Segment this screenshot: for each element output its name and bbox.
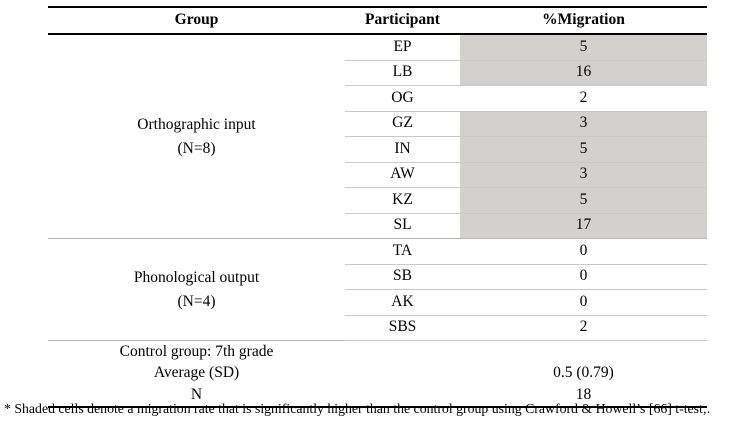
group-label: Phonological output: [133, 268, 260, 286]
footer-label: Control group: 7th grade: [48, 339, 345, 363]
group-n: (N=4): [177, 292, 216, 310]
footer-label: N: [48, 384, 345, 408]
col-header-group: Group: [48, 6, 345, 35]
migration-cell: 0: [460, 264, 707, 290]
migration-table: Group Participant %Migration Orthographi…: [48, 6, 707, 408]
participant-cell: KZ: [345, 187, 460, 214]
footer-spacer: [345, 384, 460, 408]
migration-cell: 0: [460, 238, 707, 265]
footnote: * Shaded cells denote a migration rate t…: [4, 401, 711, 416]
group-label-cell-phonological: Phonological output (N=4): [48, 238, 345, 341]
table-row: LB 16: [48, 60, 707, 86]
col-header-migration: %Migration: [460, 6, 707, 35]
footer-row: N 18: [48, 384, 707, 408]
migration-cell: 17: [460, 213, 707, 239]
footer-value: [460, 339, 707, 363]
table-row: SB 0: [48, 264, 707, 290]
group-n: (N=8): [177, 139, 216, 157]
participant-cell: AK: [345, 289, 460, 316]
table-row: AW 3: [48, 162, 707, 188]
table-row: IN 5: [48, 136, 707, 163]
migration-cell: 3: [460, 162, 707, 188]
table-row: Orthographic input (N=8) EP 5: [48, 34, 707, 239]
participant-cell: LB: [345, 60, 460, 86]
footer-value: 18: [460, 384, 707, 408]
col-header-participant: Participant: [345, 6, 460, 35]
table-row: OG 2: [48, 85, 707, 112]
participant-cell: IN: [345, 136, 460, 163]
participant-cell: SBS: [345, 315, 460, 341]
footer-label: Average (SD): [153, 364, 240, 382]
footer-spacer: [345, 339, 460, 363]
participant-cell: TA: [345, 238, 460, 265]
table-row: SL 17: [48, 213, 707, 239]
table-row: SBS 2: [48, 315, 707, 341]
participant-cell: OG: [345, 85, 460, 112]
footer-row: Average (SD) 0.5 (0.79): [48, 363, 707, 385]
migration-cell: 5: [460, 136, 707, 163]
migration-cell: 5: [460, 34, 707, 61]
table-row: KZ 5: [48, 187, 707, 214]
group-label: Orthographic input: [137, 115, 256, 133]
footer-spacer: [345, 363, 460, 385]
migration-cell: 2: [460, 315, 707, 341]
participant-cell: EP: [345, 34, 460, 61]
header-row: Group Participant %Migration: [48, 6, 707, 35]
participant-cell: GZ: [345, 111, 460, 137]
group-label-cell-orthographic: Orthographic input (N=8): [48, 34, 345, 239]
participant-cell: AW: [345, 162, 460, 188]
table-row: GZ 3: [48, 111, 707, 137]
participant-cell: SB: [345, 264, 460, 290]
footer-value: 0.5 (0.79): [553, 364, 614, 382]
migration-cell: 3: [460, 111, 707, 137]
table-row: Phonological output (N=4) TA 0: [48, 238, 707, 341]
migration-cell: 5: [460, 187, 707, 214]
footer-row: Control group: 7th grade: [48, 339, 707, 363]
table-row: AK 0: [48, 289, 707, 316]
migration-cell: 16: [460, 60, 707, 86]
participant-cell: SL: [345, 213, 460, 239]
migration-cell: 2: [460, 85, 707, 112]
migration-cell: 0: [460, 289, 707, 316]
